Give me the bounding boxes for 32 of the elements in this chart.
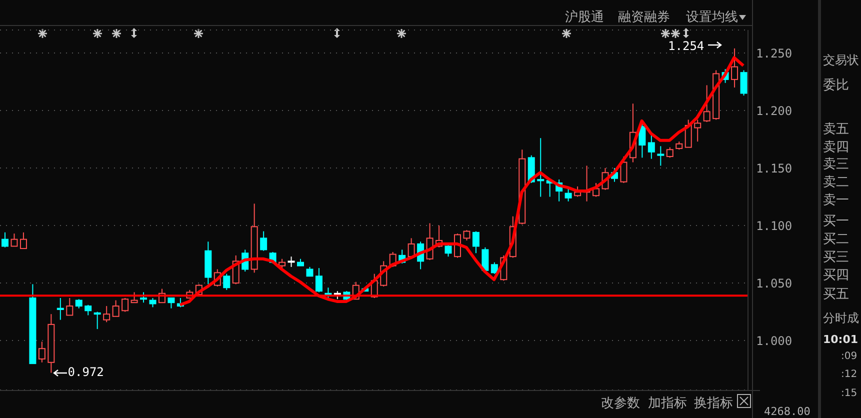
text: 沪股通 <box>565 9 604 26</box>
y-tick-label: 1.200 <box>756 104 792 118</box>
text: 卖五 <box>823 121 849 138</box>
text: 交易状 <box>823 52 859 69</box>
text: 卖三 <box>823 156 849 173</box>
text: 委比 <box>823 77 849 94</box>
text: 买一 <box>823 213 849 230</box>
text: 加指标 <box>648 395 687 412</box>
text: 融资融券 <box>618 9 670 26</box>
text: 4268.00 <box>764 405 810 418</box>
text: 卖四 <box>823 139 849 156</box>
text: 买二 <box>823 231 849 248</box>
text: 10:01 <box>823 333 858 346</box>
text: 分时成 <box>823 310 859 327</box>
text: 买五 <box>823 286 849 303</box>
text: 换指标 <box>694 395 733 412</box>
text: 改参数 <box>601 395 640 412</box>
text: 设置均线 <box>686 9 738 26</box>
text: :12 <box>841 369 858 380</box>
annotation: 1.254 <box>667 39 704 54</box>
y-tick-label: 1.100 <box>756 218 792 233</box>
text: :09 <box>841 351 858 362</box>
text: :15 <box>841 388 858 399</box>
text: 买三 <box>823 249 849 266</box>
y-tick-label: 1.150 <box>756 161 792 176</box>
text: 买四 <box>823 267 849 284</box>
y-tick-label: 1.250 <box>756 46 792 60</box>
y-tick-label: 1.050 <box>756 276 792 290</box>
annotation: 0.972 <box>68 364 104 379</box>
y-tick-label: 1.000 <box>756 334 792 348</box>
text: 卖二 <box>823 174 849 191</box>
text: 卖一 <box>823 192 849 209</box>
